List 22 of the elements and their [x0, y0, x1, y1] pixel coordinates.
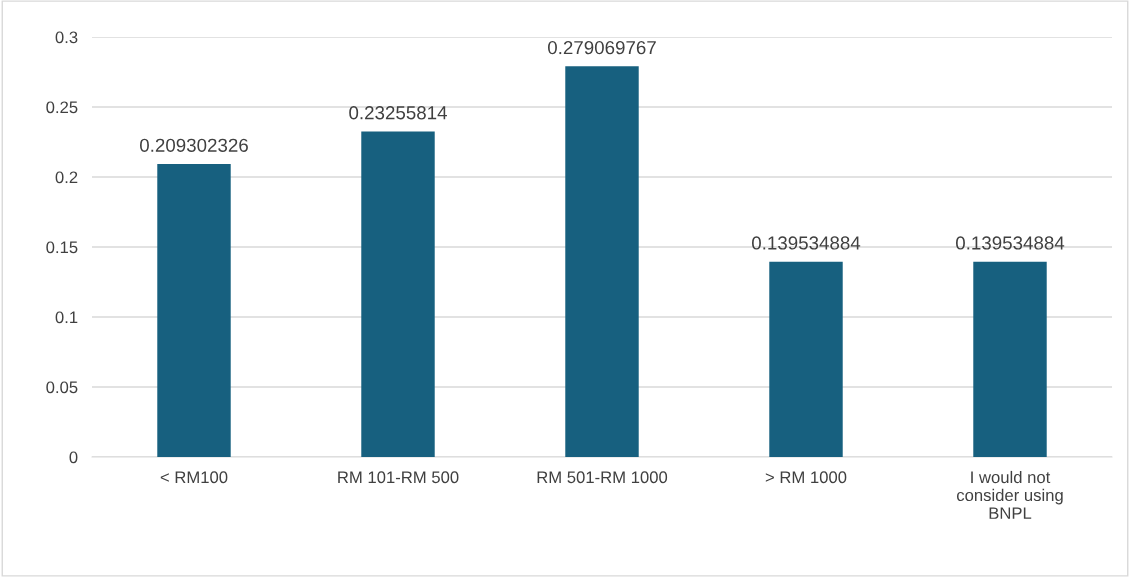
data-label: 0.139534884 [751, 236, 861, 250]
y-tick-label: 0.2 [55, 171, 78, 184]
bar [769, 261, 843, 457]
x-tick-label: < RM100 [160, 471, 228, 484]
bar [565, 66, 639, 457]
bar [157, 163, 231, 457]
y-tick-label: 0.25 [46, 101, 78, 114]
y-tick-label: 0.1 [55, 311, 78, 324]
x-tick-label: I would not consider using BNPL [956, 470, 1063, 519]
data-label: 0.23255814 [349, 106, 447, 120]
data-label: 0.139534884 [955, 236, 1065, 250]
bar [973, 261, 1047, 457]
x-tick-label: > RM 1000 [765, 471, 847, 484]
y-tick-label: 0.05 [46, 381, 78, 394]
y-tick-label: 0 [69, 451, 78, 464]
data-label: 0.209302326 [139, 138, 248, 152]
data-label: 0.279069767 [547, 40, 656, 55]
x-tick-label: RM 101-RM 500 [338, 471, 459, 484]
y-tick-label: 0.15 [46, 241, 78, 254]
bar [361, 131, 435, 457]
x-tick-label: RM 501-RM 1000 [537, 471, 668, 484]
y-tick-label: 0.3 [55, 31, 78, 44]
